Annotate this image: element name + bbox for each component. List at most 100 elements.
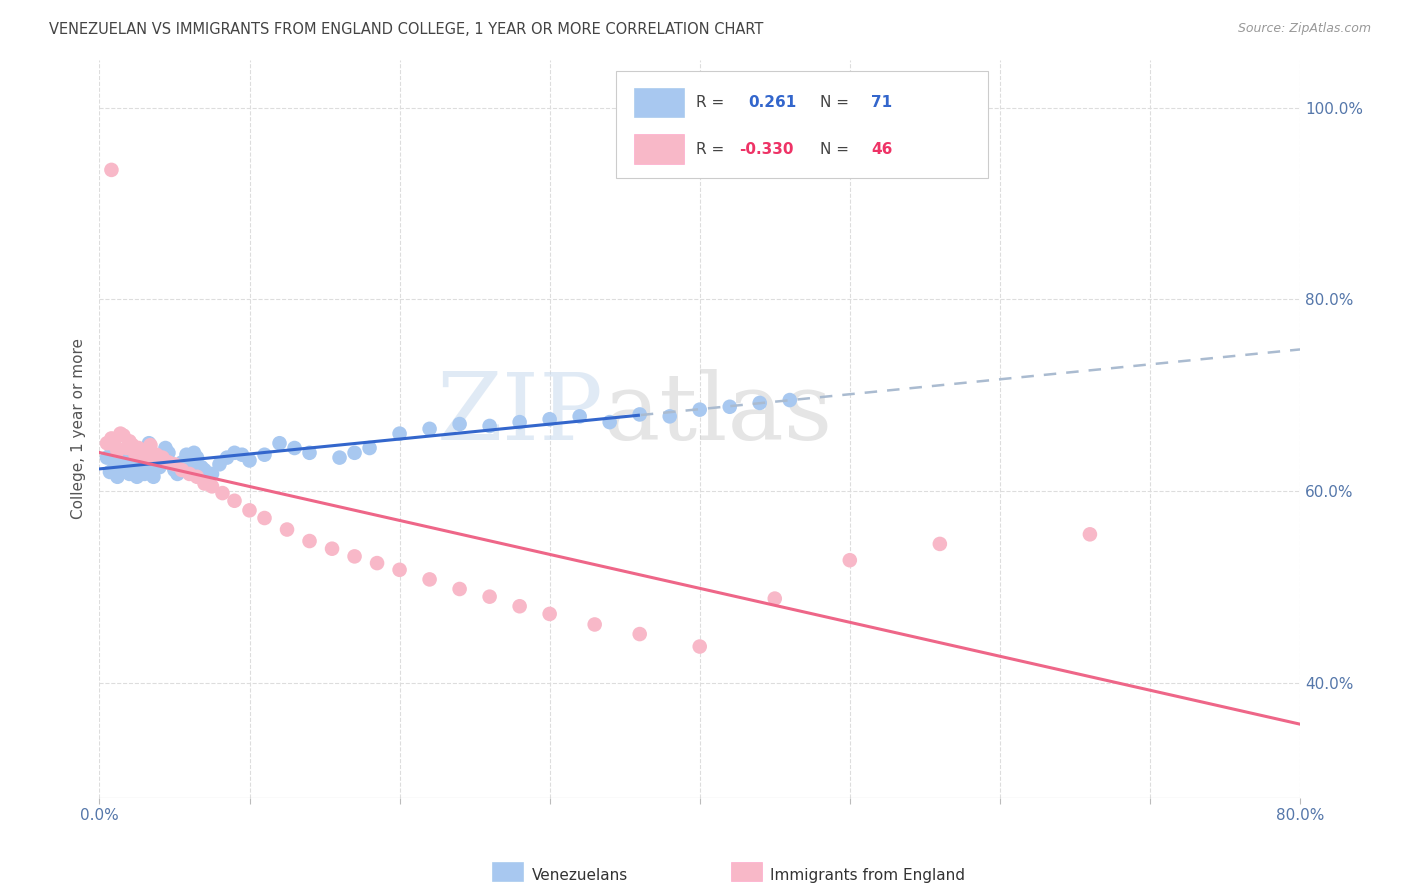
Point	[120, 460, 142, 475]
Point	[111, 465, 134, 479]
Point	[134, 448, 156, 462]
Point	[419, 422, 441, 436]
Point	[124, 465, 146, 479]
Point	[117, 463, 139, 477]
Point	[538, 607, 561, 621]
Point	[107, 443, 129, 458]
Point	[193, 476, 215, 491]
Point	[419, 573, 441, 587]
Text: VENEZUELAN VS IMMIGRANTS FROM ENGLAND COLLEGE, 1 YEAR OR MORE CORRELATION CHART: VENEZUELAN VS IMMIGRANTS FROM ENGLAND CO…	[49, 22, 763, 37]
FancyBboxPatch shape	[634, 87, 685, 117]
Point	[121, 453, 143, 467]
Point	[152, 450, 174, 465]
Point	[100, 162, 122, 177]
Point	[183, 446, 205, 460]
Text: 71: 71	[872, 95, 893, 110]
Point	[155, 441, 177, 455]
Point	[122, 448, 145, 462]
Point	[98, 465, 121, 479]
Point	[298, 534, 321, 549]
Point	[449, 582, 471, 596]
Point	[157, 446, 180, 460]
Point	[179, 467, 201, 481]
Point	[928, 537, 950, 551]
Point	[343, 549, 366, 564]
Text: 46: 46	[872, 142, 893, 157]
Point	[388, 563, 411, 577]
Point	[131, 446, 153, 460]
Point	[166, 467, 188, 481]
Point	[110, 450, 132, 465]
Point	[779, 392, 801, 407]
Text: Source: ZipAtlas.com: Source: ZipAtlas.com	[1237, 22, 1371, 36]
Point	[201, 479, 224, 493]
Point	[176, 448, 198, 462]
Point	[658, 409, 681, 424]
Point	[238, 453, 260, 467]
Point	[478, 419, 501, 434]
Point	[118, 434, 141, 449]
Point	[127, 441, 149, 455]
Text: 0.261: 0.261	[748, 95, 796, 110]
Point	[224, 493, 246, 508]
Point	[100, 432, 122, 446]
Point	[478, 590, 501, 604]
Point	[114, 455, 136, 469]
Point	[628, 408, 651, 422]
Point	[388, 426, 411, 441]
Point	[748, 396, 770, 410]
Point	[509, 415, 531, 429]
Point	[145, 455, 167, 469]
Point	[329, 450, 352, 465]
Point	[142, 470, 165, 484]
Point	[321, 541, 343, 556]
Point	[157, 455, 180, 469]
Point	[139, 450, 162, 465]
FancyBboxPatch shape	[634, 135, 685, 164]
Point	[215, 450, 238, 465]
Y-axis label: College, 1 year or more: College, 1 year or more	[72, 338, 86, 519]
Point	[138, 436, 160, 450]
Point	[136, 450, 159, 465]
Point	[131, 450, 153, 465]
Point	[238, 503, 260, 517]
Point	[343, 446, 366, 460]
Point	[127, 458, 149, 472]
Point	[689, 640, 711, 654]
Point	[132, 463, 155, 477]
Point	[110, 426, 132, 441]
Point	[718, 400, 741, 414]
Point	[152, 450, 174, 465]
Point	[134, 467, 156, 481]
Point	[359, 441, 381, 455]
Point	[628, 627, 651, 641]
Text: Venezuelans: Venezuelans	[531, 869, 627, 883]
Point	[186, 450, 208, 465]
Point	[118, 467, 141, 481]
Text: N =: N =	[820, 95, 849, 110]
Point	[253, 448, 276, 462]
Point	[163, 463, 186, 477]
Point	[186, 470, 208, 484]
Point	[568, 409, 591, 424]
Point	[193, 463, 215, 477]
Point	[100, 446, 122, 460]
Point	[103, 438, 125, 452]
Point	[139, 438, 162, 452]
Point	[141, 458, 163, 472]
Text: R =: R =	[696, 95, 724, 110]
Point	[689, 402, 711, 417]
Text: Immigrants from England: Immigrants from England	[770, 869, 966, 883]
Point	[224, 446, 246, 460]
Text: atlas: atlas	[603, 369, 832, 459]
Point	[103, 460, 125, 475]
Point	[115, 458, 138, 472]
Point	[366, 556, 388, 570]
Point	[135, 460, 157, 475]
Text: R =: R =	[696, 142, 724, 157]
Point	[124, 448, 146, 462]
Point	[129, 446, 152, 460]
Point	[1078, 527, 1101, 541]
Point	[231, 448, 253, 462]
Text: N =: N =	[820, 142, 849, 157]
